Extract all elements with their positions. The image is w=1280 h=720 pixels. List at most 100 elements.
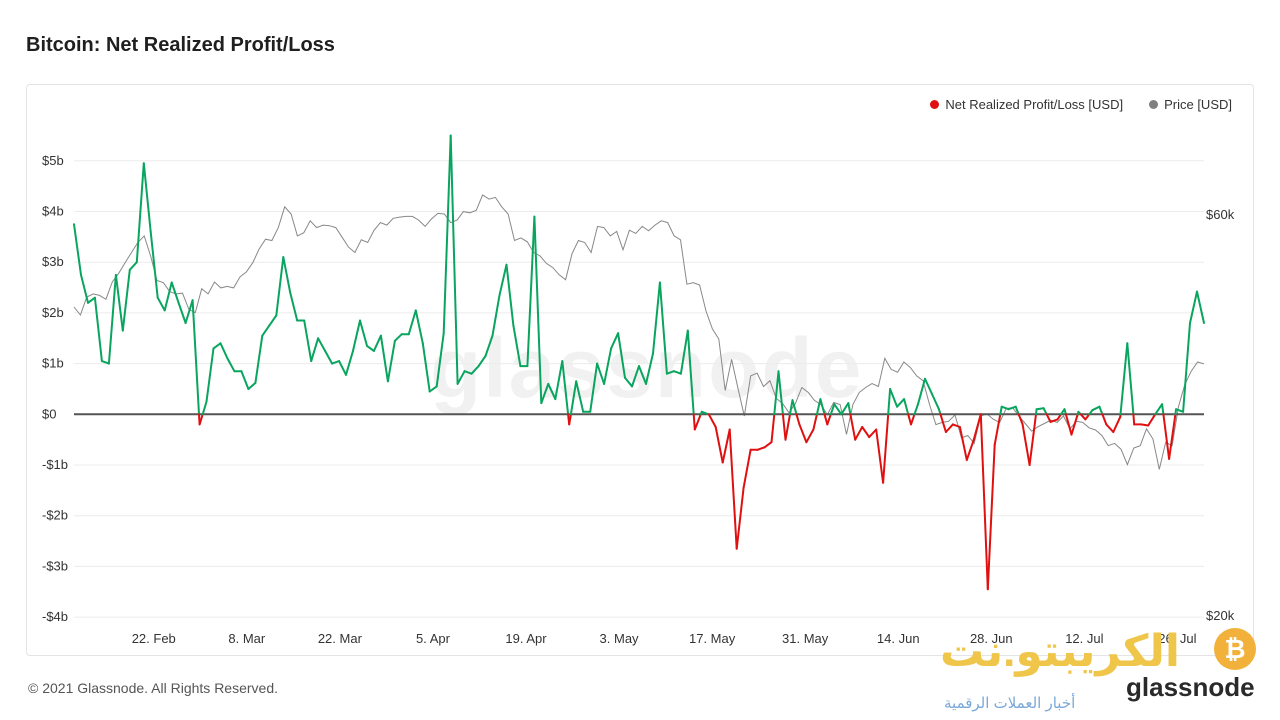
legend-item-net-realized[interactable]: Net Realized Profit/Loss [USD] (930, 97, 1123, 112)
pnl-segment (763, 441, 773, 449)
pnl-segment (456, 370, 466, 385)
pnl-segment (784, 413, 791, 441)
pnl-segment (1182, 322, 1191, 413)
pnl-segment (282, 256, 292, 294)
pnl-segment (638, 365, 647, 385)
pnl-segment (798, 423, 808, 444)
pnl-segment (658, 281, 668, 375)
pnl-segment (773, 370, 780, 416)
pnl-segment (177, 301, 187, 324)
y-left-tick-label: -$2b (42, 508, 68, 523)
pnl-segment (672, 370, 682, 375)
pnl-segment (1119, 342, 1129, 416)
x-tick-label: 8. Mar (228, 631, 266, 646)
pnl-segment (254, 334, 264, 384)
pnl-segment (149, 230, 159, 299)
pnl-segment (421, 342, 431, 393)
bitcoin-coin-icon: ₿ (1214, 628, 1256, 670)
pnl-segment (1064, 413, 1073, 436)
pnl-segment (226, 357, 236, 373)
pnl-segment (1112, 415, 1122, 433)
pnl-segment (1196, 290, 1205, 324)
pnl-segment (331, 360, 341, 365)
brand-arabic-name: الكريبتو.نت (940, 627, 1180, 676)
pnl-segment (849, 413, 857, 441)
legend-dot-gray (1149, 100, 1159, 109)
pnl-segment (428, 385, 438, 393)
pnl-segment (359, 319, 368, 347)
pnl-segment (1045, 413, 1052, 423)
pnl-segment (652, 281, 661, 355)
y-left-tick-label: $0 (42, 406, 56, 421)
pnl-segment (686, 329, 695, 416)
pnl-segment (826, 413, 832, 426)
pnl-segment (533, 215, 543, 405)
pnl-segment (289, 291, 299, 322)
grid-layer (74, 160, 1204, 618)
pnl-segment (1154, 403, 1164, 416)
y-left-tick-label: -$3b (42, 558, 68, 573)
x-tick-label: 19. Apr (505, 631, 547, 646)
pnl-segment (219, 342, 229, 360)
x-tick-label: 5. Apr (416, 631, 451, 646)
x-tick-label: 28. Jun (970, 631, 1013, 646)
pnl-segment (156, 296, 166, 312)
pnl-segment (958, 426, 968, 461)
pnl-segment (135, 162, 145, 264)
pnl-segment (379, 334, 389, 383)
pnl-segment (965, 438, 975, 461)
pnl-segment (407, 309, 417, 336)
pnl-segment (512, 324, 522, 368)
pnl-segment (1056, 413, 1062, 421)
pnl-segment (317, 337, 327, 352)
pnl-segment (366, 344, 375, 352)
pnl-segment (470, 365, 480, 375)
y-right-tick-label: $60k (1206, 207, 1235, 222)
legend[interactable]: Net Realized Profit/Loss [USD] Price [US… (930, 97, 1232, 112)
pnl-segment (324, 349, 334, 365)
pnl-layer (73, 134, 1205, 591)
pnl-segment (735, 486, 745, 550)
pnl-segment (449, 134, 459, 385)
pnl-segment (80, 273, 89, 304)
pnl-segment (617, 332, 626, 379)
pnl-segment (728, 428, 738, 550)
y-left-tick-label: $1b (42, 356, 64, 371)
legend-label: Price [USD] (1164, 97, 1232, 112)
pnl-segment (913, 403, 919, 416)
pnl-segment (889, 388, 899, 408)
pnl-segment (569, 380, 578, 416)
pnl-segment (1042, 407, 1048, 416)
pnl-segment (491, 294, 501, 337)
pnl-segment (693, 413, 702, 431)
pnl-segment (931, 393, 940, 411)
price-series-line (73, 194, 1205, 470)
pnl-segment (568, 413, 572, 426)
chart-title: Bitcoin: Net Realized Profit/Loss (26, 34, 335, 56)
price-layer (73, 194, 1205, 470)
legend-item-price[interactable]: Price [USD] (1149, 97, 1232, 112)
y-left-tick-label: -$4b (42, 609, 68, 624)
copyright-text: © 2021 Glassnode. All Rights Reserved. (28, 680, 279, 696)
pnl-segment (345, 349, 354, 376)
pnl-segment (393, 333, 403, 342)
pnl-segment (791, 399, 798, 416)
pnl-segment (742, 448, 752, 489)
pnl-segment (624, 376, 633, 388)
pnl-segment (1162, 413, 1171, 460)
pnl-segment (547, 382, 557, 401)
pnl-segment (463, 370, 473, 375)
pnl-segment (386, 339, 396, 383)
pnl-segment (372, 334, 382, 352)
pnl-segment (999, 405, 1003, 416)
y-right-tick-label: $20k (1206, 608, 1235, 623)
pnl-segment (665, 370, 675, 375)
legend-label: Net Realized Profit/Loss [USD] (945, 97, 1124, 112)
pnl-segment (829, 403, 836, 416)
pnl-segment (910, 413, 916, 426)
y-left-tick-label: $4b (42, 204, 64, 219)
pnl-segment (1101, 413, 1108, 426)
x-tick-label: 17. May (689, 631, 736, 646)
brand-arabic-subtitle: أخبار العملات الرقمية (944, 695, 1076, 712)
